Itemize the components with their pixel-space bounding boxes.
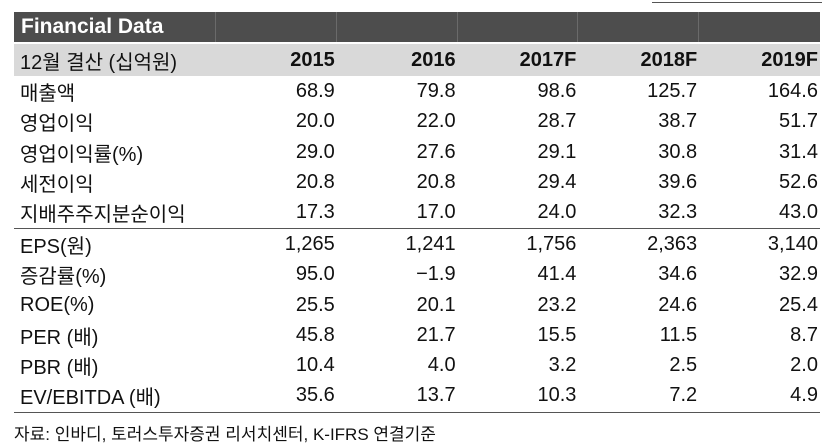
table-bottom-rule [14, 412, 820, 413]
table-row: 매출액 68.9 79.8 98.6 125.7 164.6 [14, 76, 820, 107]
table-row: 세전이익 20.8 20.8 29.4 39.6 52.6 [14, 167, 820, 198]
cell-value: 38.7 [658, 110, 698, 132]
cell-value: 4.0 [427, 354, 456, 376]
cell-value: 164.6 [767, 80, 818, 102]
cell-value: 41.4 [537, 263, 577, 285]
source-note: 자료: 인바디, 토러스투자증권 리서치센터, K-IFRS 연결기준 [14, 425, 436, 444]
cell-value: 2.0 [790, 354, 818, 376]
cell-value: 10.4 [295, 354, 335, 376]
cell-value: 2.5 [669, 354, 698, 376]
title-bar-cell [337, 12, 458, 42]
cell-value: 98.6 [537, 80, 577, 102]
top-rule [652, 2, 822, 3]
cell-value: 45.8 [295, 324, 335, 346]
cell-value: 43.0 [779, 201, 818, 223]
cell-value: 30.8 [658, 141, 698, 163]
row-label: 세전이익 [20, 174, 94, 196]
cell-value: 20.1 [416, 294, 456, 316]
row-label: EPS(원) [20, 236, 92, 258]
table-row: 영업이익 20.0 22.0 28.7 38.7 51.7 [14, 106, 820, 137]
cell-value: 3.2 [548, 354, 577, 376]
row-label: 매출액 [20, 83, 76, 105]
row-label: EV/EBITDA (배) [20, 387, 161, 409]
cell-value: 51.7 [779, 110, 818, 132]
table-row: 영업이익률(%) 29.0 27.6 29.1 30.8 31.4 [14, 137, 820, 168]
cell-value: 24.6 [658, 294, 698, 316]
title-bar-cell [458, 12, 579, 42]
table-row: ROE(%) 25.5 20.1 23.2 24.6 25.4 [14, 290, 820, 321]
table-row: 지배주주지분순이익 17.3 17.0 24.0 32.3 43.0 [14, 197, 820, 228]
header-label: 12월 결산 (십억원) [20, 51, 178, 74]
cell-value: 11.5 [659, 324, 698, 346]
cell-value: 10.3 [537, 384, 577, 406]
cell-value: 25.4 [779, 294, 818, 316]
header-year: 2019F [761, 48, 818, 71]
title-bar-cell [216, 12, 337, 42]
table-row: EPS(원) 1,265 1,241 1,756 2,363 3,140 [14, 229, 820, 260]
table-row: PBR (배) 10.4 4.0 3.2 2.5 2.0 [14, 350, 820, 381]
cell-value: 15.5 [537, 324, 577, 346]
cell-value: −1.9 [416, 263, 456, 285]
cell-value: 32.3 [658, 201, 698, 223]
cell-value: 20.8 [416, 171, 456, 193]
header-year: 2016 [411, 48, 456, 71]
cell-value: 20.0 [295, 110, 335, 132]
header-year: 2015 [290, 48, 335, 71]
cell-value: 28.7 [537, 110, 577, 132]
header-year: 2018F [640, 48, 698, 71]
table-title-bar: Financial Data [14, 12, 820, 42]
cell-value: 27.6 [416, 141, 456, 163]
cell-value: 21.7 [416, 324, 456, 346]
title-bar-cell [699, 12, 820, 42]
cell-value: 32.9 [779, 263, 818, 285]
row-label: 증감률(%) [20, 266, 107, 288]
table-header: 12월 결산 (십억원) 2015 2016 2017F 2018F 2019F [14, 44, 820, 76]
cell-value: 125.7 [647, 80, 698, 102]
table-row: PER (배) 45.8 21.7 15.5 11.5 8.7 [14, 320, 820, 351]
cell-value: 23.2 [537, 294, 577, 316]
cell-value: 29.1 [537, 141, 577, 163]
cell-value: 8.7 [790, 324, 818, 346]
title-bar-cell [578, 12, 700, 42]
row-label: 지배주주지분순이익 [20, 204, 186, 226]
cell-value: 35.6 [295, 384, 335, 406]
cell-value: 95.0 [295, 263, 335, 285]
cell-value: 31.4 [779, 141, 818, 163]
cell-value: 1,265 [284, 233, 335, 255]
section-divider [14, 228, 820, 229]
row-label: ROE(%) [20, 294, 95, 316]
row-label: PBR (배) [20, 357, 99, 379]
cell-value: 79.8 [416, 80, 456, 102]
cell-value: 17.0 [416, 201, 456, 223]
cell-value: 34.6 [658, 263, 698, 285]
cell-value: 1,756 [526, 233, 577, 255]
table-row: EV/EBITDA (배) 35.6 13.7 10.3 7.2 4.9 [14, 380, 820, 411]
cell-value: 7.2 [669, 384, 698, 406]
table-title: Financial Data [14, 12, 216, 42]
cell-value: 20.8 [295, 171, 335, 193]
cell-value: 52.6 [779, 171, 818, 193]
cell-value: 25.5 [295, 294, 335, 316]
row-label: 영업이익 [20, 113, 94, 135]
header-year: 2017F [519, 48, 577, 71]
cell-value: 39.6 [658, 171, 698, 193]
cell-value: 68.9 [295, 80, 335, 102]
cell-value: 24.0 [537, 201, 577, 223]
cell-value: 29.4 [537, 171, 577, 193]
row-label: 영업이익률(%) [20, 144, 144, 166]
cell-value: 29.0 [295, 141, 335, 163]
cell-value: 3,140 [767, 233, 818, 255]
cell-value: 4.9 [790, 384, 818, 406]
cell-value: 17.3 [295, 201, 335, 223]
row-label: PER (배) [20, 327, 99, 349]
cell-value: 2,363 [647, 233, 698, 255]
cell-value: 22.0 [416, 110, 456, 132]
table-row: 증감률(%) 95.0 −1.9 41.4 34.6 32.9 [14, 259, 820, 290]
cell-value: 13.7 [416, 384, 456, 406]
cell-value: 1,241 [405, 233, 456, 255]
